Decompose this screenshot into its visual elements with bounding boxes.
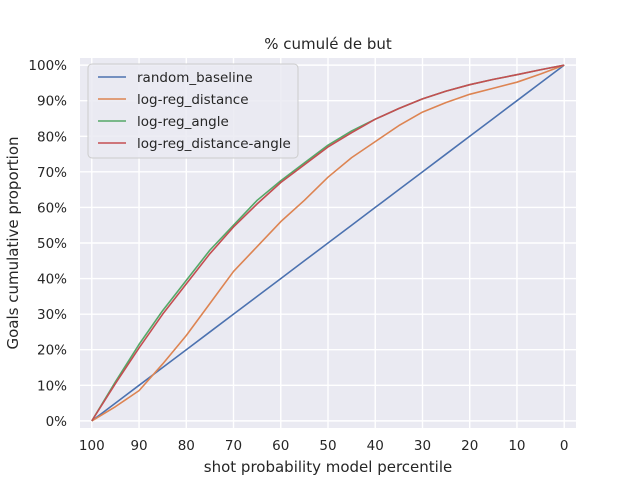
x-tick-label: 100: [79, 438, 105, 454]
y-tick-label: 30%: [37, 307, 67, 323]
x-tick-label: 70: [225, 438, 242, 454]
y-axis-ticks: 0% 10% 20% 30% 40% 50% 60% 70% 80% 90% 100%: [28, 58, 67, 430]
legend: random_baseline log-reg_distance log-reg_a…: [87, 63, 299, 159]
legend-label: log-reg_distance: [137, 92, 249, 108]
y-tick-label: 50%: [37, 236, 67, 252]
y-tick-label: 60%: [37, 200, 67, 216]
chart-title: % cumulé de but: [264, 35, 392, 53]
x-tick-label: 40: [367, 438, 384, 454]
legend-label: log-reg_distance-angle: [137, 136, 291, 152]
x-tick-label: 10: [508, 438, 525, 454]
x-axis-title: shot probability model percentile: [204, 458, 452, 476]
y-tick-label: 10%: [37, 378, 67, 394]
legend-label: random_baseline: [137, 70, 253, 86]
legend-label: log-reg_angle: [137, 114, 229, 130]
y-tick-label: 90%: [37, 94, 67, 110]
x-tick-label: 30: [414, 438, 431, 454]
y-tick-label: 40%: [37, 272, 67, 288]
y-tick-label: 0%: [46, 414, 68, 430]
y-axis-title: Goals cumulative proportion: [4, 136, 22, 349]
x-tick-label: 60: [272, 438, 289, 454]
y-tick-label: 80%: [37, 129, 67, 145]
series-line-log-reg_distance: [91, 64, 565, 422]
x-tick-label: 80: [178, 438, 195, 454]
x-tick-label: 0: [560, 438, 569, 454]
series-line-random_baseline: [91, 64, 565, 422]
x-tick-label: 90: [130, 438, 147, 454]
y-tick-label: 100%: [28, 58, 67, 74]
legend-box: [87, 63, 299, 159]
x-tick-label: 20: [461, 438, 478, 454]
x-tick-label: 50: [319, 438, 336, 454]
series-line-log-reg_distance-angle: [91, 64, 565, 422]
y-tick-label: 20%: [37, 343, 67, 359]
series-lines: [91, 64, 565, 422]
x-axis-ticks: 100 90 80 70 60 50 40 30 20 10 0: [79, 438, 569, 454]
y-tick-label: 70%: [37, 165, 67, 181]
